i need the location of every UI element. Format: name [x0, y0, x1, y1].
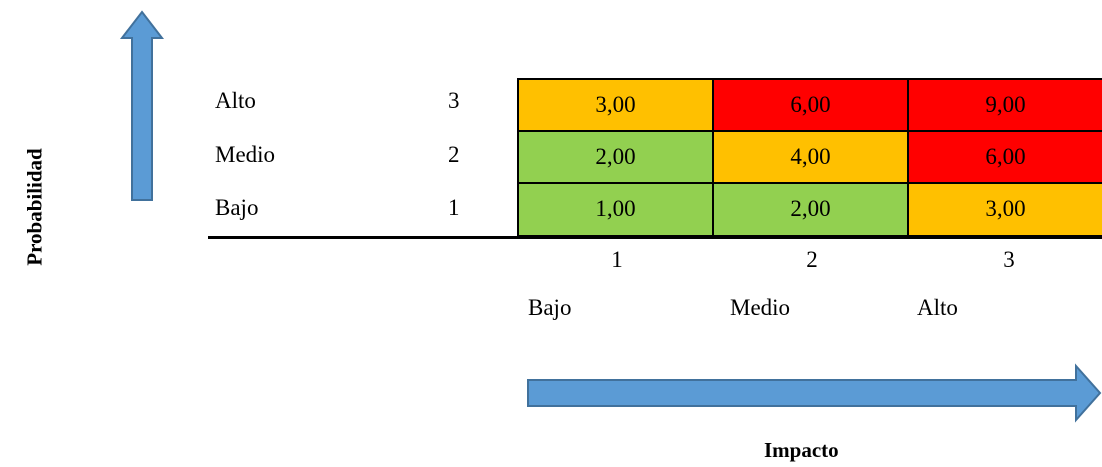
matrix-cell: 4,00 — [712, 130, 909, 184]
column-label-medio: Medio — [730, 295, 791, 320]
row-label-bajo: Bajo — [215, 195, 259, 220]
row-value-2: 2 — [448, 142, 460, 167]
y-axis-title: Probabilidad — [22, 148, 47, 266]
matrix-cell: 2,00 — [517, 130, 714, 184]
column-value-3: 3 — [1003, 247, 1015, 272]
row-label-medio: Medio — [215, 142, 276, 167]
matrix-cell: 6,00 — [712, 78, 909, 132]
column-value-2: 2 — [806, 247, 818, 272]
matrix-cell: 3,00 — [907, 182, 1102, 237]
row-value-3: 3 — [448, 88, 460, 113]
matrix-cell: 3,00 — [517, 78, 714, 132]
matrix-cell: 9,00 — [907, 78, 1102, 132]
row-label-alto: Alto — [215, 88, 256, 113]
column-value-1: 1 — [611, 247, 623, 272]
baseline-divider — [208, 236, 1102, 239]
column-label-alto: Alto — [917, 295, 958, 320]
column-label-bajo: Bajo — [528, 295, 572, 320]
matrix-cell: 2,00 — [712, 182, 909, 237]
row-value-1: 1 — [448, 195, 460, 220]
x-axis-title: Impacto — [764, 438, 839, 462]
matrix-cell: 6,00 — [907, 130, 1102, 184]
matrix-cell: 1,00 — [517, 182, 714, 237]
